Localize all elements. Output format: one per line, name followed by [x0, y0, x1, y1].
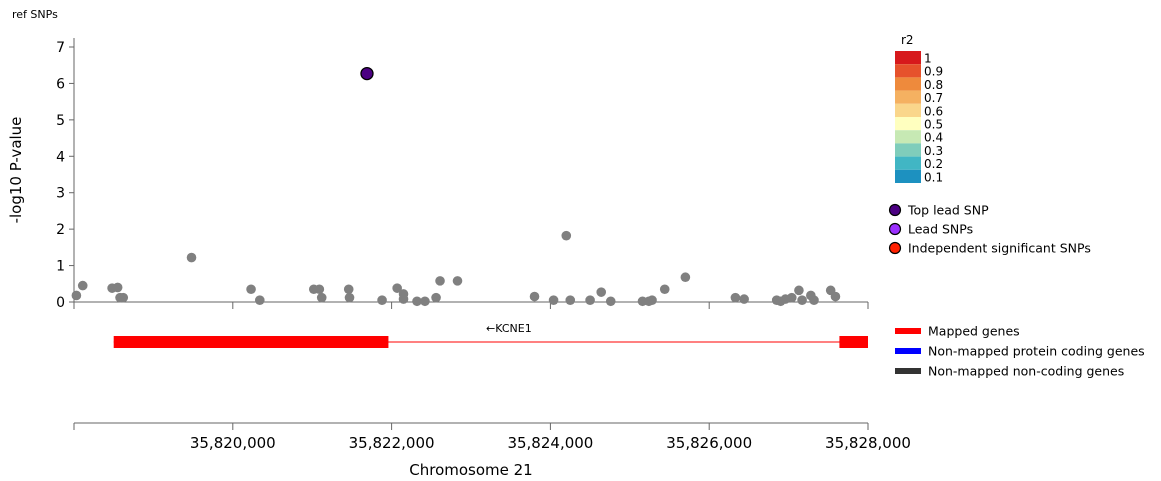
snp-point	[112, 282, 123, 293]
x-tick-label: 35,826,000	[666, 434, 752, 452]
gene-legend-label: Non-mapped non-coding genes	[928, 364, 1124, 379]
snp-point	[596, 287, 607, 297]
r2-color-swatch	[895, 117, 921, 131]
marker-legend-symbol	[888, 241, 902, 255]
snp-point	[435, 276, 445, 286]
snp-point	[585, 295, 595, 305]
top-lead-snp-point	[360, 66, 374, 81]
snp-point	[647, 295, 657, 305]
snp-point	[797, 295, 807, 305]
snp-point	[246, 284, 256, 295]
scatter-panel: 0 1 2 3 4 5 6 7 -log10 P-value	[7, 38, 869, 311]
snp-point	[316, 292, 327, 303]
r2-legend-title: r2	[901, 33, 914, 47]
gene-legend-swatch	[895, 368, 921, 374]
snp-point	[739, 294, 749, 304]
marker-legend-label: Top lead SNP	[907, 203, 989, 218]
y-tick-label: 3	[56, 186, 65, 202]
x-tick-label: 35,820,000	[190, 434, 276, 452]
gene-label: ←KCNE1	[486, 322, 532, 335]
snp-point	[431, 292, 441, 303]
snp-point	[77, 280, 88, 291]
r2-color-swatch	[895, 156, 921, 170]
y-tick-label: 7	[56, 40, 65, 56]
r2-scale-label: 0.7	[924, 91, 943, 105]
x-tick-label: 35,828,000	[825, 434, 911, 452]
r2-scale-label: 0.1	[924, 170, 943, 184]
gene-exon	[113, 336, 389, 348]
r2-scale-label: 1	[924, 52, 932, 66]
snp-point	[392, 283, 402, 293]
chart-corner-title: ref SNPs	[12, 8, 58, 21]
y-tick-label: 4	[56, 149, 65, 165]
snp-point	[794, 285, 804, 296]
r2-color-swatch	[895, 90, 921, 104]
r2-color-swatch	[895, 143, 921, 157]
r2-color-swatch	[895, 77, 921, 91]
r2-scale-label: 0.6	[924, 104, 943, 118]
r2-legend: r2 10.90.80.70.60.50.40.30.20.1	[895, 33, 943, 184]
gene-exon	[839, 336, 868, 348]
x-tick-label: 35,824,000	[507, 434, 593, 452]
snp-point	[344, 292, 355, 303]
snp-point	[786, 292, 797, 303]
snp-point	[118, 292, 129, 303]
gene-legend-label: Non-mapped protein coding genes	[928, 344, 1145, 359]
gene-legend: Mapped genes Non-mapped protein coding ge…	[895, 324, 1145, 379]
marker-legend-symbol	[888, 222, 902, 236]
marker-legend-symbol	[888, 203, 902, 217]
x-tick-label: 35,822,000	[349, 434, 435, 452]
snp-point	[377, 295, 387, 305]
snp-point	[420, 296, 430, 307]
marker-legend-label: Lead SNPs	[908, 222, 973, 237]
snp-point	[605, 296, 616, 307]
snp-point	[71, 290, 82, 301]
snp-point	[730, 292, 741, 303]
r2-scale-label: 0.8	[924, 78, 943, 92]
snp-point	[561, 230, 572, 241]
r2-color-swatch	[895, 51, 921, 65]
y-tick-label: 6	[56, 76, 65, 92]
snp-point	[412, 296, 422, 307]
y-axis-title: -log10 P-value	[7, 117, 25, 224]
r2-color-swatch	[895, 169, 921, 183]
snp-point	[659, 284, 670, 295]
x-axis-title: Chromosome 21	[409, 461, 532, 479]
snp-point	[343, 284, 354, 295]
gene-panel: ←KCNE1	[113, 322, 868, 348]
snp-point	[680, 272, 691, 283]
snp-point	[398, 294, 409, 304]
y-tick-label: 2	[56, 222, 65, 238]
r2-color-swatch	[895, 64, 921, 78]
snp-point	[809, 295, 819, 305]
x-axis: 35,820,000 35,822,000 35,824,000 35,826,000…	[73, 422, 911, 479]
snp-point	[186, 252, 197, 263]
y-tick-label: 0	[56, 295, 65, 311]
snp-point	[452, 276, 463, 286]
r2-color-swatch	[895, 103, 921, 117]
r2-scale-label: 0.4	[924, 131, 943, 145]
marker-legend: Top lead SNP Lead SNPs Independent signifi…	[888, 203, 1091, 256]
r2-scale-label: 0.9	[924, 65, 943, 79]
r2-color-swatch	[895, 130, 921, 144]
gene-legend-label: Mapped genes	[928, 324, 1020, 339]
gene-legend-swatch	[895, 328, 921, 334]
y-tick-label: 5	[56, 113, 65, 129]
snp-point	[548, 295, 559, 305]
snp-point	[830, 291, 841, 302]
snp-point	[565, 295, 576, 305]
y-tick-label: 1	[56, 259, 65, 275]
snp-point	[314, 284, 325, 295]
marker-legend-label: Independent significant SNPs	[908, 241, 1091, 256]
snp-point	[254, 295, 265, 305]
r2-scale-label: 0.3	[924, 144, 943, 158]
gene-legend-swatch	[895, 348, 921, 354]
snp-point	[529, 291, 540, 302]
r2-scale-label: 0.5	[924, 118, 943, 132]
r2-scale-label: 0.2	[924, 157, 943, 171]
